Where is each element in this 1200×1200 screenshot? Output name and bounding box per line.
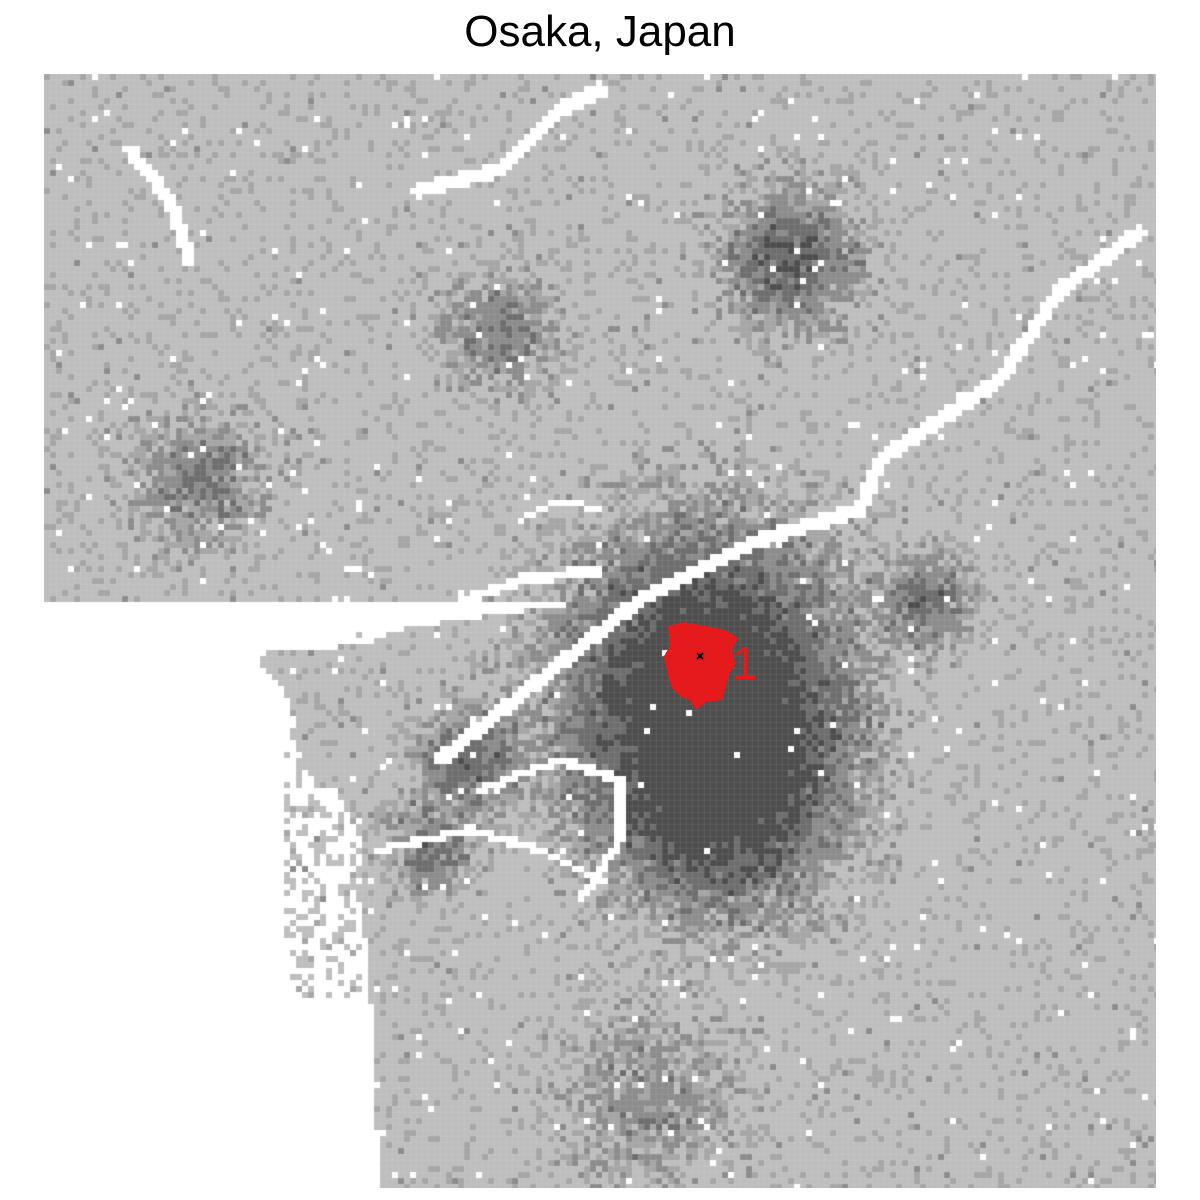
cluster-label: 1 xyxy=(732,637,758,689)
x-mark-icon xyxy=(696,652,704,660)
map-title: Osaka, Japan xyxy=(464,7,736,56)
urban-cluster-1 xyxy=(664,622,738,710)
population-density-grid-map xyxy=(44,74,1156,1188)
